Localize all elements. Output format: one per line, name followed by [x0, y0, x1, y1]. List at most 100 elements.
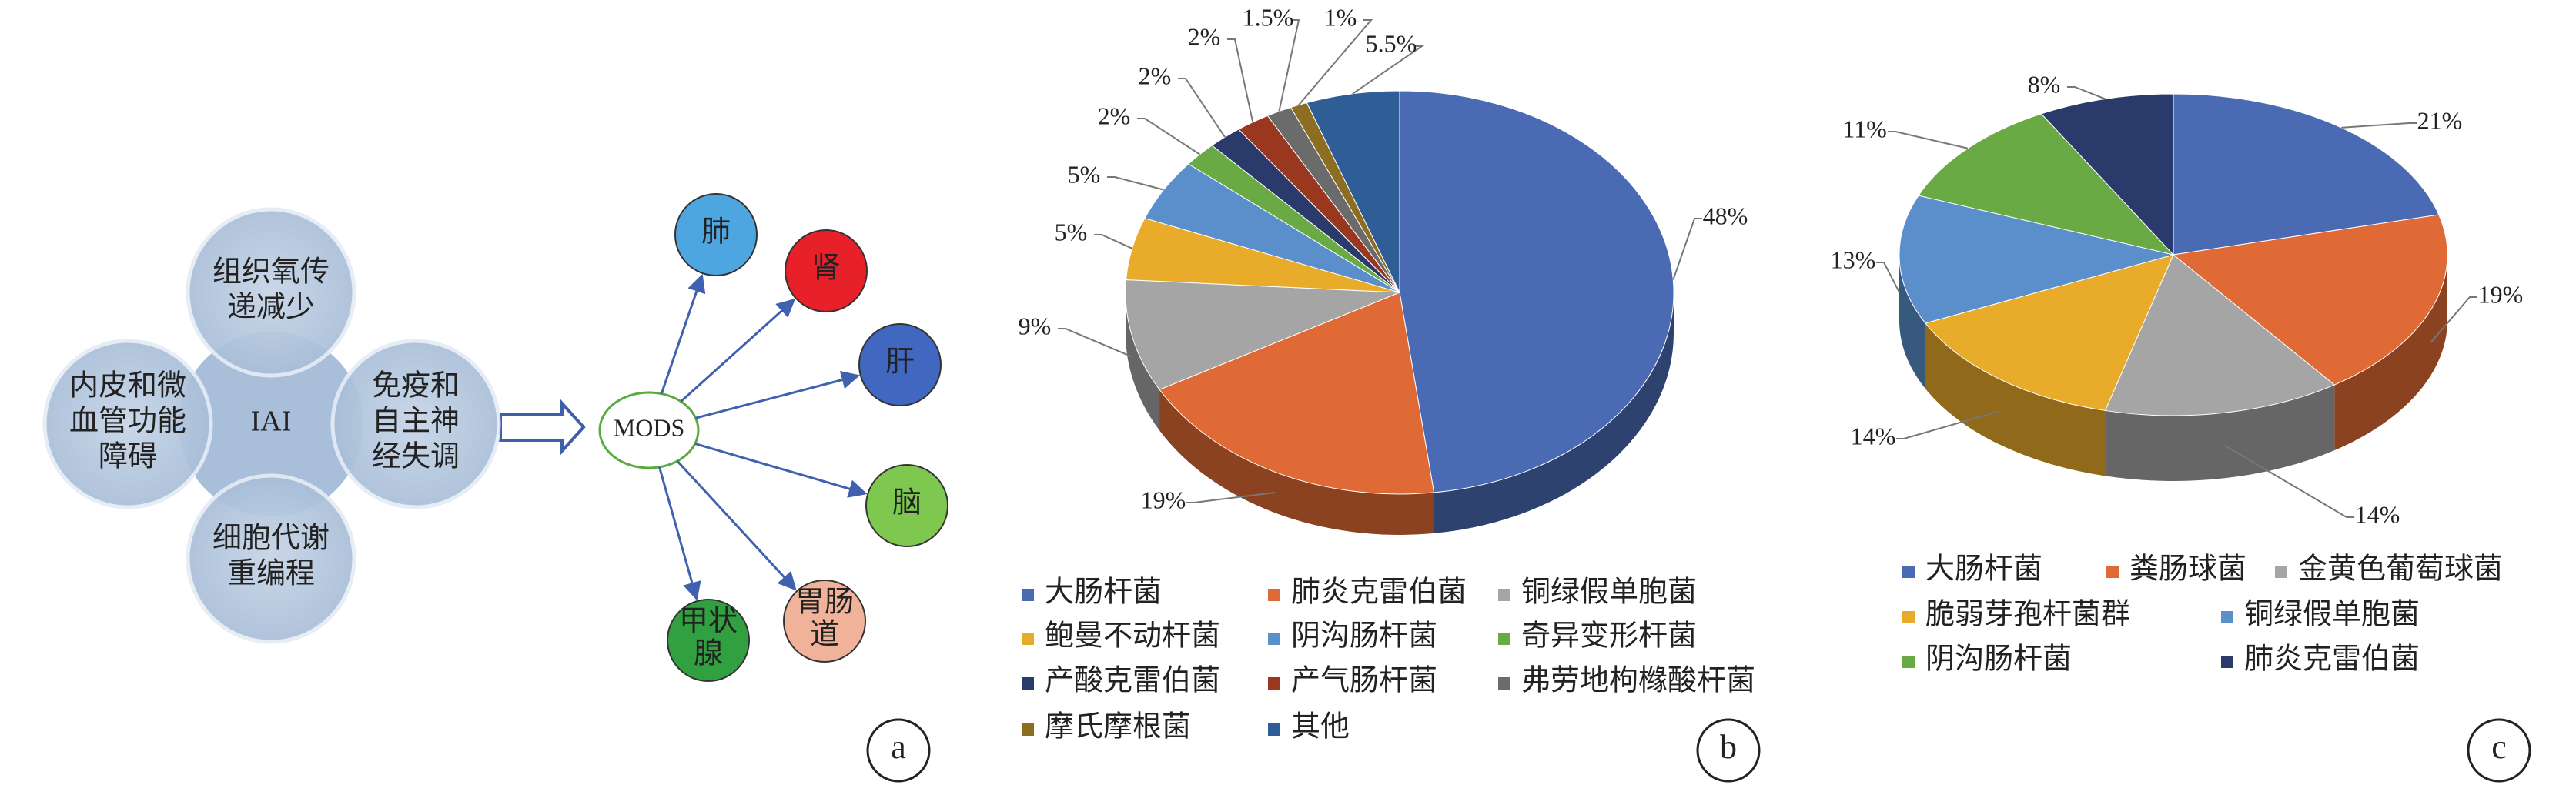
- panel-label: a: [891, 728, 906, 766]
- leader-line: [1137, 118, 1201, 155]
- mods-text: MODS: [614, 413, 684, 441]
- data-label: 5%: [1055, 218, 1088, 246]
- legend-swatch: [1902, 656, 1915, 668]
- legend-label: 铜绿假单胞菌: [1521, 576, 1697, 609]
- legend-swatch: [1268, 677, 1280, 690]
- leader-line: [1094, 234, 1132, 249]
- legend-label: 肺炎克雷伯菌: [1291, 576, 1467, 609]
- organ-circle: [785, 229, 868, 312]
- legend-label: 脆弱芽孢杆菌群: [1925, 599, 2130, 631]
- factor-circle: [330, 339, 501, 509]
- mods-ellipse: [598, 391, 700, 469]
- pie-slice: [2040, 93, 2174, 256]
- arrow: [676, 460, 797, 591]
- legend-label: 其他: [1291, 711, 1350, 743]
- node-text: 肾: [811, 252, 841, 285]
- node-text: 道: [810, 619, 839, 651]
- leader-line: [2430, 296, 2477, 342]
- panel-label-circle: [2467, 718, 2531, 783]
- leader-line: [1178, 78, 1226, 138]
- node-text: 胃肠: [795, 586, 854, 619]
- legend-swatch: [1268, 723, 1280, 736]
- node-text: 免疫和: [372, 370, 460, 403]
- leader-line: [1896, 410, 1999, 439]
- leader-line: [1298, 19, 1373, 106]
- pie-side: [1434, 292, 1674, 533]
- node-text: 递减少: [227, 292, 315, 324]
- node-text: 肺: [701, 216, 731, 249]
- data-label: 2%: [1098, 102, 1131, 129]
- legend-label: 金黄色葡萄球菌: [2298, 553, 2503, 586]
- legend-swatch: [1022, 723, 1034, 736]
- data-label: 13%: [1831, 246, 1876, 273]
- legend-label: 摩氏摩根菌: [1045, 711, 1191, 743]
- data-label: 9%: [1019, 312, 1052, 339]
- legend-swatch: [2275, 566, 2287, 578]
- legend-swatch: [1498, 633, 1510, 645]
- legend-swatch: [1902, 611, 1915, 623]
- node-text: 甲状: [679, 606, 738, 638]
- panel-label: c: [2491, 728, 2507, 766]
- data-label: 19%: [1141, 486, 1186, 513]
- panel-label: b: [1720, 728, 1737, 766]
- pie-side: [1126, 292, 1160, 431]
- data-label: 1%: [1324, 3, 1357, 31]
- data-label: 2%: [1188, 22, 1221, 50]
- legend-swatch: [1268, 633, 1280, 645]
- data-label: 21%: [2417, 106, 2463, 134]
- data-label: 1.5%: [1243, 3, 1294, 31]
- organ-circle: [783, 580, 866, 663]
- factor-circle: [186, 473, 356, 644]
- organ-circle: [858, 323, 942, 406]
- arrow: [658, 466, 701, 601]
- factor-circle: [42, 339, 213, 509]
- data-label: 5.5%: [1366, 29, 1417, 57]
- data-label: 14%: [2355, 500, 2400, 528]
- node-text: 内皮和微: [69, 370, 186, 403]
- data-label: 11%: [1842, 115, 1886, 142]
- legend-swatch: [2106, 566, 2119, 578]
- leader-line: [1186, 491, 1276, 503]
- pie-slice: [1899, 195, 2174, 324]
- organ-circle: [865, 464, 948, 547]
- node-text: 腺: [694, 638, 723, 670]
- legend-swatch: [1022, 633, 1034, 645]
- leader-line: [1058, 328, 1132, 358]
- legend-label: 鲍曼不动杆菌: [1045, 620, 1220, 653]
- legend-swatch: [1268, 589, 1280, 601]
- legend-swatch: [2221, 611, 2233, 623]
- arrow: [695, 370, 861, 419]
- legend-label: 阴沟肠杆菌: [1291, 620, 1437, 653]
- legend-label: 阴沟肠杆菌: [1925, 643, 2072, 676]
- pie-side: [1925, 322, 2106, 476]
- pie-slice: [2172, 214, 2448, 386]
- legend-swatch: [1498, 589, 1510, 601]
- legend-label: 肺炎克雷伯菌: [2244, 643, 2420, 676]
- leader-line: [1352, 45, 1425, 95]
- data-label: 19%: [2478, 280, 2524, 308]
- legend-swatch: [1022, 589, 1034, 601]
- panel-label-circle: [1696, 718, 1761, 783]
- node-text: 细胞代谢: [212, 523, 330, 555]
- pie-slice: [1159, 292, 1435, 495]
- legend-swatch: [1498, 677, 1510, 690]
- organ-circle: [674, 193, 758, 276]
- leader-line: [1876, 262, 1901, 293]
- leader-line: [1227, 38, 1254, 122]
- pie-slice: [2104, 254, 2336, 416]
- big-arrow: [499, 399, 586, 456]
- legend-label: 粪肠球菌: [2129, 553, 2246, 586]
- center-text: IAI: [251, 406, 292, 438]
- legend-label: 弗劳地枸橼酸杆菌: [1521, 665, 1755, 697]
- data-label: 48%: [1703, 202, 1748, 229]
- legend-swatch: [2221, 656, 2233, 668]
- arrow: [694, 443, 868, 498]
- legend-label: 大肠杆菌: [1045, 576, 1162, 609]
- arrow: [680, 298, 796, 403]
- organ-circle: [667, 599, 750, 682]
- data-label: 14%: [1851, 422, 1896, 449]
- node-text: 脑: [892, 487, 922, 519]
- node-text: 肝: [885, 346, 915, 379]
- node-text: 自主神: [372, 406, 460, 438]
